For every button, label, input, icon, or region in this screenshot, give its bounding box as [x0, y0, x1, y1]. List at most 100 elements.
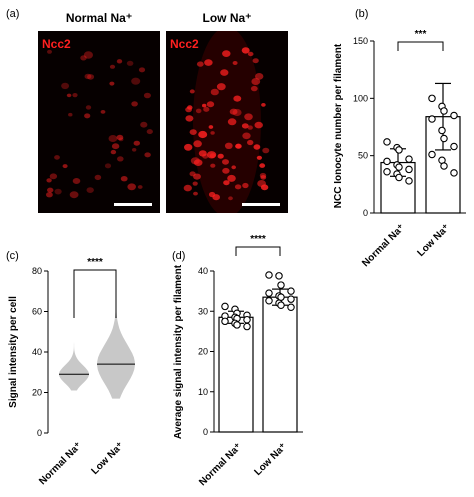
- chart-d-significance-bracket: [235, 246, 281, 256]
- ionocyte-cell: [208, 125, 214, 129]
- chart-d-data-point: [243, 322, 251, 331]
- ionocyte-cell: [241, 47, 250, 54]
- chart-b-y-tick-label: 100: [353, 93, 368, 103]
- ionocyte-cell: [223, 180, 230, 186]
- ionocyte-cell: [109, 64, 116, 69]
- chart-d-y-tick-label: 40: [198, 266, 208, 276]
- ionocyte-cell: [222, 167, 230, 174]
- ionocyte-cell: [46, 192, 53, 198]
- normal-image-title: Normal Na⁺: [65, 11, 133, 25]
- chart-b-data-point: [440, 107, 448, 115]
- ionocyte-cell: [94, 174, 102, 181]
- chart-b-x-label: Low Na⁺: [415, 222, 452, 259]
- ionocyte-cell: [132, 148, 137, 152]
- ionocyte-cell: [192, 181, 198, 186]
- chart-b-data-point: [428, 150, 436, 159]
- chart-b-data-point: [440, 162, 448, 170]
- chart-d-data-point: [243, 315, 251, 324]
- chart-b-y-tick-label: 150: [353, 36, 368, 46]
- chart-b-data-point: [438, 126, 446, 135]
- ionocyte-cell: [193, 191, 198, 196]
- ionocyte-cell: [242, 182, 249, 189]
- chart-b-data-point: [405, 165, 413, 174]
- ionocyte-cell: [247, 51, 254, 57]
- chart-b-y-tick-label: 0: [363, 208, 368, 218]
- chart-d-data-point: [265, 289, 273, 297]
- low-scale-bar: [242, 203, 280, 206]
- ionocyte-cell: [220, 69, 229, 76]
- chart-b-data-point: [395, 163, 403, 171]
- ionocyte-cell: [69, 191, 79, 199]
- ionocyte-cell: [68, 112, 73, 117]
- chart-c-y-axis-title: Signal intensity per cell: [8, 296, 19, 408]
- ionocyte-cell: [224, 142, 233, 149]
- ionocyte-cell: [193, 173, 201, 180]
- ionocyte-cell: [195, 108, 202, 114]
- ionocyte-cell: [216, 83, 226, 91]
- ionocyte-cell: [108, 135, 118, 142]
- ionocyte-cell: [189, 129, 197, 135]
- chart-c-violin: [97, 275, 135, 399]
- ionocyte-cell: [47, 187, 54, 193]
- ionocyte-cell: [126, 60, 134, 66]
- normal-micrograph-cells: [46, 49, 153, 199]
- panel-d-label: (d): [172, 250, 186, 262]
- ionocyte-cell: [202, 153, 209, 159]
- chart-c-y-tick-label: 80: [32, 266, 42, 276]
- ionocyte-cell: [241, 123, 249, 129]
- ionocyte-cell: [193, 140, 202, 148]
- ionocyte-cell: [247, 125, 253, 130]
- ionocyte-cell: [131, 77, 141, 85]
- chart-c-y-tick-label: 0: [37, 428, 42, 438]
- chart-d-data-point: [287, 287, 295, 295]
- chart-b-data-point: [440, 134, 448, 143]
- chart-d-bar: [218, 316, 254, 433]
- ionocyte-cell: [222, 159, 229, 165]
- ionocyte-cell: [252, 58, 259, 64]
- ionocyte-cell: [140, 121, 148, 128]
- chart-d-bar: [262, 296, 298, 433]
- ionocyte-cell: [131, 101, 138, 107]
- ionocyte-cell: [62, 164, 68, 169]
- ionocyte-cell: [229, 108, 238, 115]
- normal-stain-label: Ncc2: [42, 37, 71, 51]
- ionocyte-cell: [54, 188, 62, 195]
- ionocyte-cell: [251, 78, 261, 85]
- chart-c-significance-label: ****: [87, 257, 103, 268]
- ionocyte-cell: [86, 187, 94, 194]
- chart-c-x-label: Low Na⁺: [89, 440, 126, 477]
- chart-d-y-tick-label: 30: [198, 306, 208, 316]
- ionocyte-cell: [242, 132, 251, 140]
- ionocyte-cell: [127, 183, 136, 191]
- ionocyte-cell: [227, 174, 236, 182]
- chart-d-x-label: Normal Na⁺: [197, 441, 244, 488]
- ionocyte-cell: [83, 51, 93, 59]
- chart-b-data-point: [395, 173, 403, 182]
- panel-b-label: (b): [355, 8, 369, 20]
- chart-d-data-point: [287, 303, 295, 311]
- chart-b-significance-bracket: [397, 41, 444, 51]
- ionocyte-cell: [232, 108, 242, 117]
- chart-b-data-point: [405, 177, 413, 185]
- panel-a-label: (a): [6, 8, 20, 20]
- chart-d-y-axis-title: Average signal intensity per filament: [173, 264, 184, 439]
- ionocyte-cell: [46, 178, 52, 183]
- chart-c-significance-bracket: [73, 269, 117, 318]
- ionocyte-cell: [233, 95, 242, 102]
- ionocyte-cell: [253, 144, 261, 150]
- ionocyte-cell: [203, 106, 210, 112]
- ionocyte-cell: [54, 155, 60, 160]
- chart-b-x-label: Normal Na⁺: [360, 222, 407, 269]
- ionocyte-cell: [143, 92, 151, 99]
- ionocyte-cell: [257, 180, 266, 187]
- ionocyte-cell: [209, 153, 216, 159]
- ionocyte-cell: [254, 121, 263, 129]
- chart-b-data-point: [450, 111, 458, 120]
- ionocyte-cell: [100, 110, 106, 114]
- chart-d-data-point: [287, 295, 295, 303]
- low-micrograph-cells: [183, 31, 270, 213]
- ionocyte-cell: [111, 143, 120, 150]
- ionocyte-cell: [217, 153, 224, 159]
- chart-d-data-point: [277, 281, 285, 289]
- ionocyte-cell: [133, 140, 140, 146]
